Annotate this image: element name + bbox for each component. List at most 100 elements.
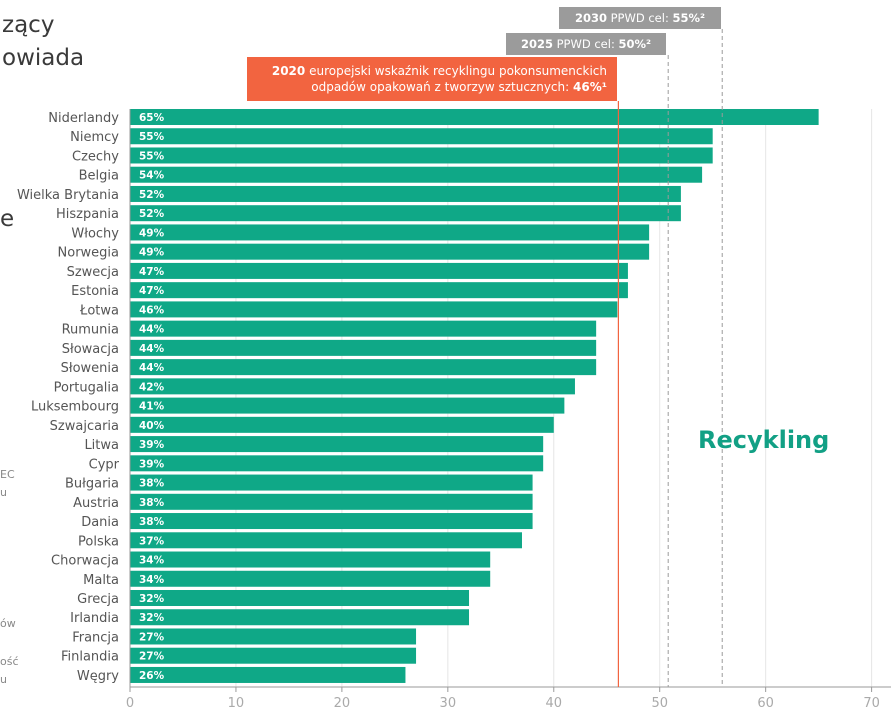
data-label-28: 27%: [139, 651, 165, 663]
category-label-8: Szwecja: [67, 265, 119, 280]
bar-26: [130, 609, 470, 626]
data-label-1: 55%: [139, 131, 165, 143]
bar-22: [130, 532, 522, 549]
category-label-21: Dania: [81, 515, 119, 530]
cut-side-text-3: u: [0, 486, 7, 499]
data-label-11: 44%: [139, 324, 165, 336]
bar-25: [130, 590, 470, 606]
data-label-0: 65%: [139, 112, 165, 124]
bar-24: [130, 570, 491, 587]
category-label-28: Finlandia: [61, 650, 119, 665]
cut-side-text-2: EC: [0, 468, 15, 481]
bar-5: [130, 205, 681, 222]
cut-side-text-4: ów: [0, 617, 16, 630]
category-label-25: Grecja: [77, 592, 119, 607]
category-label-3: Belgia: [79, 169, 119, 184]
data-label-26: 32%: [139, 612, 165, 624]
data-label-22: 37%: [139, 535, 165, 547]
bar-10: [130, 301, 618, 318]
bar-14: [130, 378, 575, 395]
data-label-8: 47%: [139, 266, 165, 278]
category-label-19: Bułgaria: [65, 477, 119, 492]
category-label-23: Chorwacja: [51, 554, 119, 569]
target-2020-year: 2020: [271, 64, 306, 78]
bar-1: [130, 128, 713, 145]
x-tick-label-40: 40: [545, 696, 562, 708]
target-2025-value: 50%²: [618, 37, 652, 51]
x-tick-label-50: 50: [651, 696, 668, 708]
data-label-2: 55%: [139, 150, 165, 162]
category-label-27: Francja: [72, 630, 119, 645]
target-2025-year: 2025: [520, 37, 553, 51]
category-label-14: Portugalia: [54, 380, 119, 395]
bar-15: [130, 397, 565, 414]
target-2030-box: 2030 PPWD cel: 55%²: [559, 7, 721, 29]
data-label-4: 52%: [139, 189, 165, 201]
data-label-13: 44%: [139, 362, 165, 374]
category-label-12: Słowacja: [62, 342, 119, 357]
data-label-17: 39%: [139, 439, 165, 451]
target-2030-year: 2030: [574, 11, 607, 25]
category-label-6: Włochy: [71, 226, 119, 241]
target-2025-text: PPWD cel:: [556, 37, 615, 51]
data-label-15: 41%: [139, 401, 165, 413]
target-2020-text-line-2: odpadów opakowań z tworzyw sztucznych:: [311, 80, 570, 94]
x-tick-label-60: 60: [757, 696, 774, 708]
data-label-25: 32%: [139, 593, 165, 605]
data-label-23: 34%: [139, 555, 165, 567]
bar-0: [130, 109, 819, 125]
cut-side-text-6: u: [0, 673, 7, 686]
data-label-14: 42%: [139, 381, 165, 393]
bar-19: [130, 474, 533, 491]
bar-2: [130, 147, 713, 164]
bar-27: [130, 628, 417, 645]
category-label-0: Niderlandy: [48, 111, 119, 126]
category-label-16: Szwajcaria: [50, 419, 119, 434]
x-tick-label-0: 0: [126, 696, 134, 708]
data-label-16: 40%: [139, 420, 165, 432]
x-tick-label-10: 10: [228, 696, 245, 708]
category-label-26: Irlandia: [70, 611, 119, 626]
bar-4: [130, 185, 681, 202]
category-label-5: Hiszpania: [56, 207, 119, 222]
bar-13: [130, 359, 597, 376]
bar-23: [130, 551, 491, 568]
data-label-9: 47%: [139, 285, 165, 297]
cut-heading-line-2: owiada: [2, 45, 85, 71]
bar-11: [130, 320, 597, 337]
category-label-29: Węgry: [77, 669, 119, 684]
data-label-24: 34%: [139, 574, 165, 586]
data-label-6: 49%: [139, 227, 165, 239]
category-label-13: Słowenia: [61, 361, 119, 376]
target-2030-value: 55%²: [672, 11, 706, 25]
bar-3: [130, 166, 703, 183]
category-label-11: Rumunia: [62, 323, 119, 338]
series-name-label: Recykling: [698, 426, 830, 454]
target-2020-box: 2020 europejski wskaźnik recyklingu poko…: [247, 57, 617, 101]
bar-18: [130, 455, 544, 472]
category-label-7: Norwegia: [58, 246, 119, 261]
data-label-10: 46%: [139, 304, 165, 316]
data-label-20: 38%: [139, 497, 165, 509]
category-label-4: Wielka Brytania: [17, 188, 119, 203]
data-label-5: 52%: [139, 208, 165, 220]
x-tick-label-20: 20: [334, 696, 351, 708]
target-2030-text: PPWD cel:: [610, 11, 669, 25]
bar-20: [130, 493, 533, 510]
bar-21: [130, 513, 533, 530]
bar-29: [130, 666, 406, 683]
data-label-7: 49%: [139, 247, 165, 259]
cut-side-text-5: ość: [0, 655, 19, 668]
data-label-29: 26%: [139, 670, 165, 682]
bar-8: [130, 262, 628, 279]
x-tick-label-30: 30: [440, 696, 457, 708]
data-label-21: 38%: [139, 516, 165, 528]
category-label-2: Czechy: [72, 149, 119, 164]
bar-28: [130, 647, 417, 664]
cut-heading-line-1: zący: [2, 12, 55, 38]
category-label-24: Malta: [83, 573, 119, 588]
category-label-20: Austria: [73, 496, 119, 511]
bar-16: [130, 416, 554, 433]
category-label-9: Estonia: [71, 284, 119, 299]
